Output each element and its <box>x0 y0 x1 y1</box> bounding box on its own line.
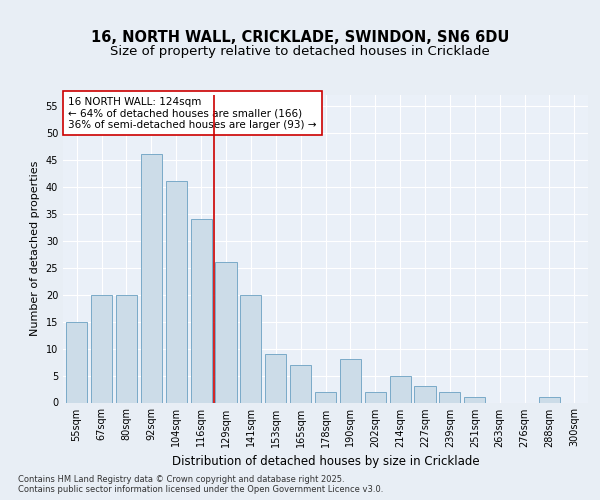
Bar <box>265 354 286 403</box>
Bar <box>290 364 311 403</box>
Text: Contains HM Land Registry data © Crown copyright and database right 2025.
Contai: Contains HM Land Registry data © Crown c… <box>18 474 383 494</box>
Bar <box>315 392 336 402</box>
Bar <box>365 392 386 402</box>
Bar <box>166 182 187 402</box>
Bar <box>240 294 262 403</box>
X-axis label: Distribution of detached houses by size in Cricklade: Distribution of detached houses by size … <box>172 455 479 468</box>
Bar <box>141 154 162 402</box>
Bar <box>116 294 137 403</box>
Text: 16, NORTH WALL, CRICKLADE, SWINDON, SN6 6DU: 16, NORTH WALL, CRICKLADE, SWINDON, SN6 … <box>91 30 509 45</box>
Bar <box>91 294 112 403</box>
Text: Size of property relative to detached houses in Cricklade: Size of property relative to detached ho… <box>110 45 490 58</box>
Bar <box>539 397 560 402</box>
Bar <box>340 360 361 403</box>
Bar <box>439 392 460 402</box>
Y-axis label: Number of detached properties: Number of detached properties <box>30 161 40 336</box>
Text: 16 NORTH WALL: 124sqm
← 64% of detached houses are smaller (166)
36% of semi-det: 16 NORTH WALL: 124sqm ← 64% of detached … <box>68 96 317 130</box>
Bar <box>191 219 212 402</box>
Bar <box>215 262 236 402</box>
Bar <box>66 322 87 402</box>
Bar <box>415 386 436 402</box>
Bar <box>389 376 411 402</box>
Bar <box>464 397 485 402</box>
